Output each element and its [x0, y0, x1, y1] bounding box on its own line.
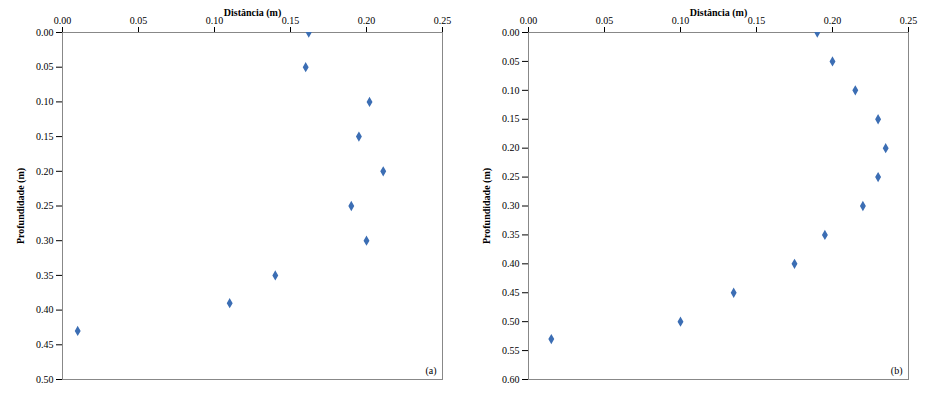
svg-text:(a): (a)	[425, 365, 436, 377]
svg-text:0.60: 0.60	[502, 374, 520, 385]
svg-text:0.15: 0.15	[36, 131, 54, 142]
svg-text:0.40: 0.40	[502, 258, 520, 269]
svg-text:0.25: 0.25	[36, 200, 54, 211]
svg-text:Profundidade (m): Profundidade (m)	[481, 168, 493, 244]
svg-text:0.20: 0.20	[36, 166, 54, 177]
svg-text:0.10: 0.10	[36, 96, 54, 107]
svg-text:0.00: 0.00	[502, 27, 520, 38]
svg-text:0.45: 0.45	[502, 287, 520, 298]
svg-text:0.10: 0.10	[672, 15, 690, 26]
svg-text:Distância (m): Distância (m)	[224, 7, 282, 19]
svg-text:0.15: 0.15	[502, 113, 520, 124]
svg-text:0.20: 0.20	[824, 15, 842, 26]
svg-text:Distância (m): Distância (m)	[690, 7, 748, 19]
svg-text:(b): (b)	[891, 365, 903, 377]
svg-text:0.00: 0.00	[36, 27, 54, 38]
svg-text:0.45: 0.45	[36, 339, 54, 350]
svg-text:0.50: 0.50	[502, 316, 520, 327]
svg-text:Profundidade (m): Profundidade (m)	[15, 168, 27, 244]
svg-text:0.20: 0.20	[502, 142, 520, 153]
svg-text:0.35: 0.35	[36, 270, 54, 281]
svg-text:0.00: 0.00	[54, 15, 72, 26]
svg-text:0.25: 0.25	[900, 15, 918, 26]
svg-text:0.50: 0.50	[36, 374, 54, 385]
svg-text:0.35: 0.35	[502, 229, 520, 240]
svg-text:0.05: 0.05	[596, 15, 614, 26]
svg-text:0.20: 0.20	[358, 15, 376, 26]
svg-text:0.15: 0.15	[748, 15, 766, 26]
svg-text:0.15: 0.15	[282, 15, 300, 26]
svg-text:0.05: 0.05	[130, 15, 148, 26]
svg-text:0.05: 0.05	[502, 56, 520, 67]
svg-text:0.25: 0.25	[434, 15, 452, 26]
svg-text:0.30: 0.30	[36, 235, 54, 246]
svg-text:0.25: 0.25	[502, 171, 520, 182]
svg-text:0.05: 0.05	[36, 61, 54, 72]
svg-text:0.10: 0.10	[206, 15, 224, 26]
svg-text:0.00: 0.00	[520, 15, 538, 26]
svg-text:0.55: 0.55	[502, 345, 520, 356]
svg-text:0.40: 0.40	[36, 304, 54, 315]
svg-text:0.10: 0.10	[502, 85, 520, 96]
svg-text:0.30: 0.30	[502, 200, 520, 211]
